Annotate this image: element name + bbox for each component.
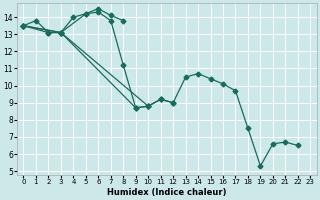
X-axis label: Humidex (Indice chaleur): Humidex (Indice chaleur) [107, 188, 227, 197]
